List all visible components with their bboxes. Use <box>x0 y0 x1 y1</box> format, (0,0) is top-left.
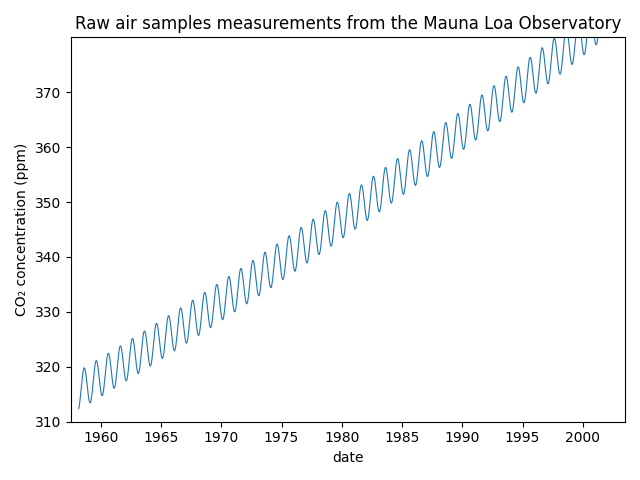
Title: Raw air samples measurements from the Mauna Loa Observatory: Raw air samples measurements from the Ma… <box>75 15 621 33</box>
Y-axis label: CO₂ concentration (ppm): CO₂ concentration (ppm) <box>15 143 29 316</box>
X-axis label: date: date <box>332 451 364 465</box>
